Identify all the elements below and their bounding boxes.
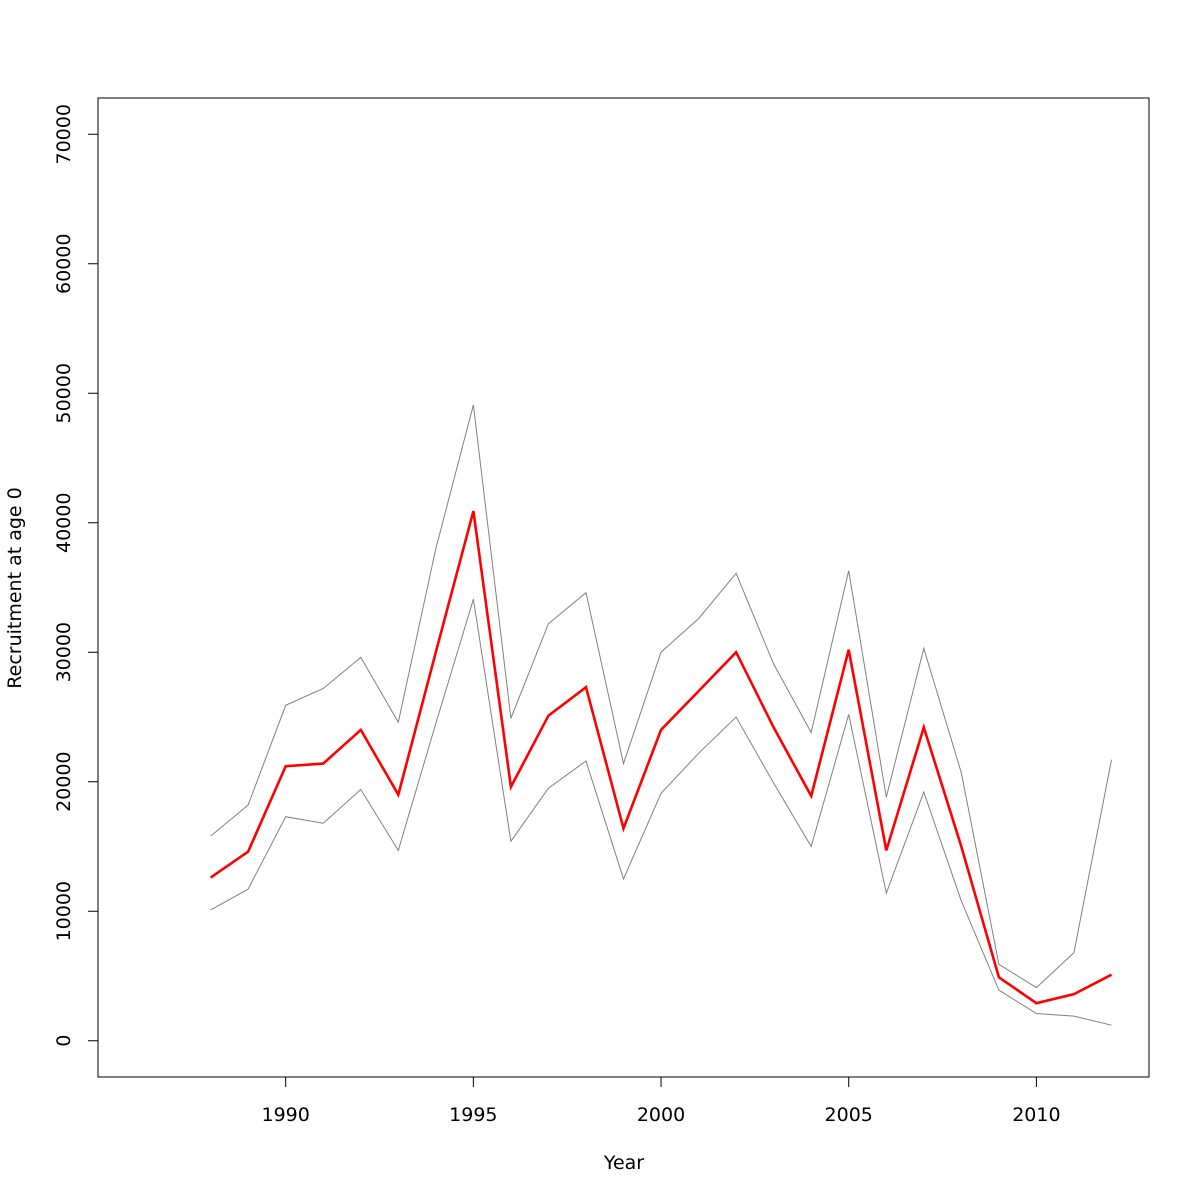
x-axis-title: Year	[603, 1152, 644, 1174]
series-line-lower	[210, 599, 1112, 1026]
plot-frame	[97, 97, 1150, 1078]
x-tick-label: 1990	[261, 1104, 309, 1126]
series-line-estimate	[209, 510, 1113, 1005]
x-axis: 1990 1995 2000 2005 2010	[261, 1076, 1061, 1126]
y-tick-label: 70000	[53, 104, 75, 164]
y-tick-label: 30000	[53, 622, 75, 682]
x-tick-label: 2000	[637, 1104, 685, 1126]
x-tick-label: 2005	[825, 1104, 873, 1126]
y-tick-label: 20000	[53, 751, 75, 811]
y-axis: 0 10000 20000 30000 40000 50000 60000 70000	[53, 104, 99, 1047]
x-tick-label: 1995	[449, 1104, 497, 1126]
series-layer	[209, 404, 1113, 1026]
y-tick-label: 10000	[53, 881, 75, 941]
y-tick-label: 50000	[53, 363, 75, 423]
series-line-upper	[210, 404, 1112, 989]
y-tick-label: 0	[53, 1035, 75, 1047]
x-tick-label: 2010	[1012, 1104, 1060, 1126]
y-tick-label: 60000	[53, 234, 75, 294]
y-axis-title: Recruitment at age 0	[4, 487, 26, 688]
y-tick-label: 40000	[53, 493, 75, 553]
